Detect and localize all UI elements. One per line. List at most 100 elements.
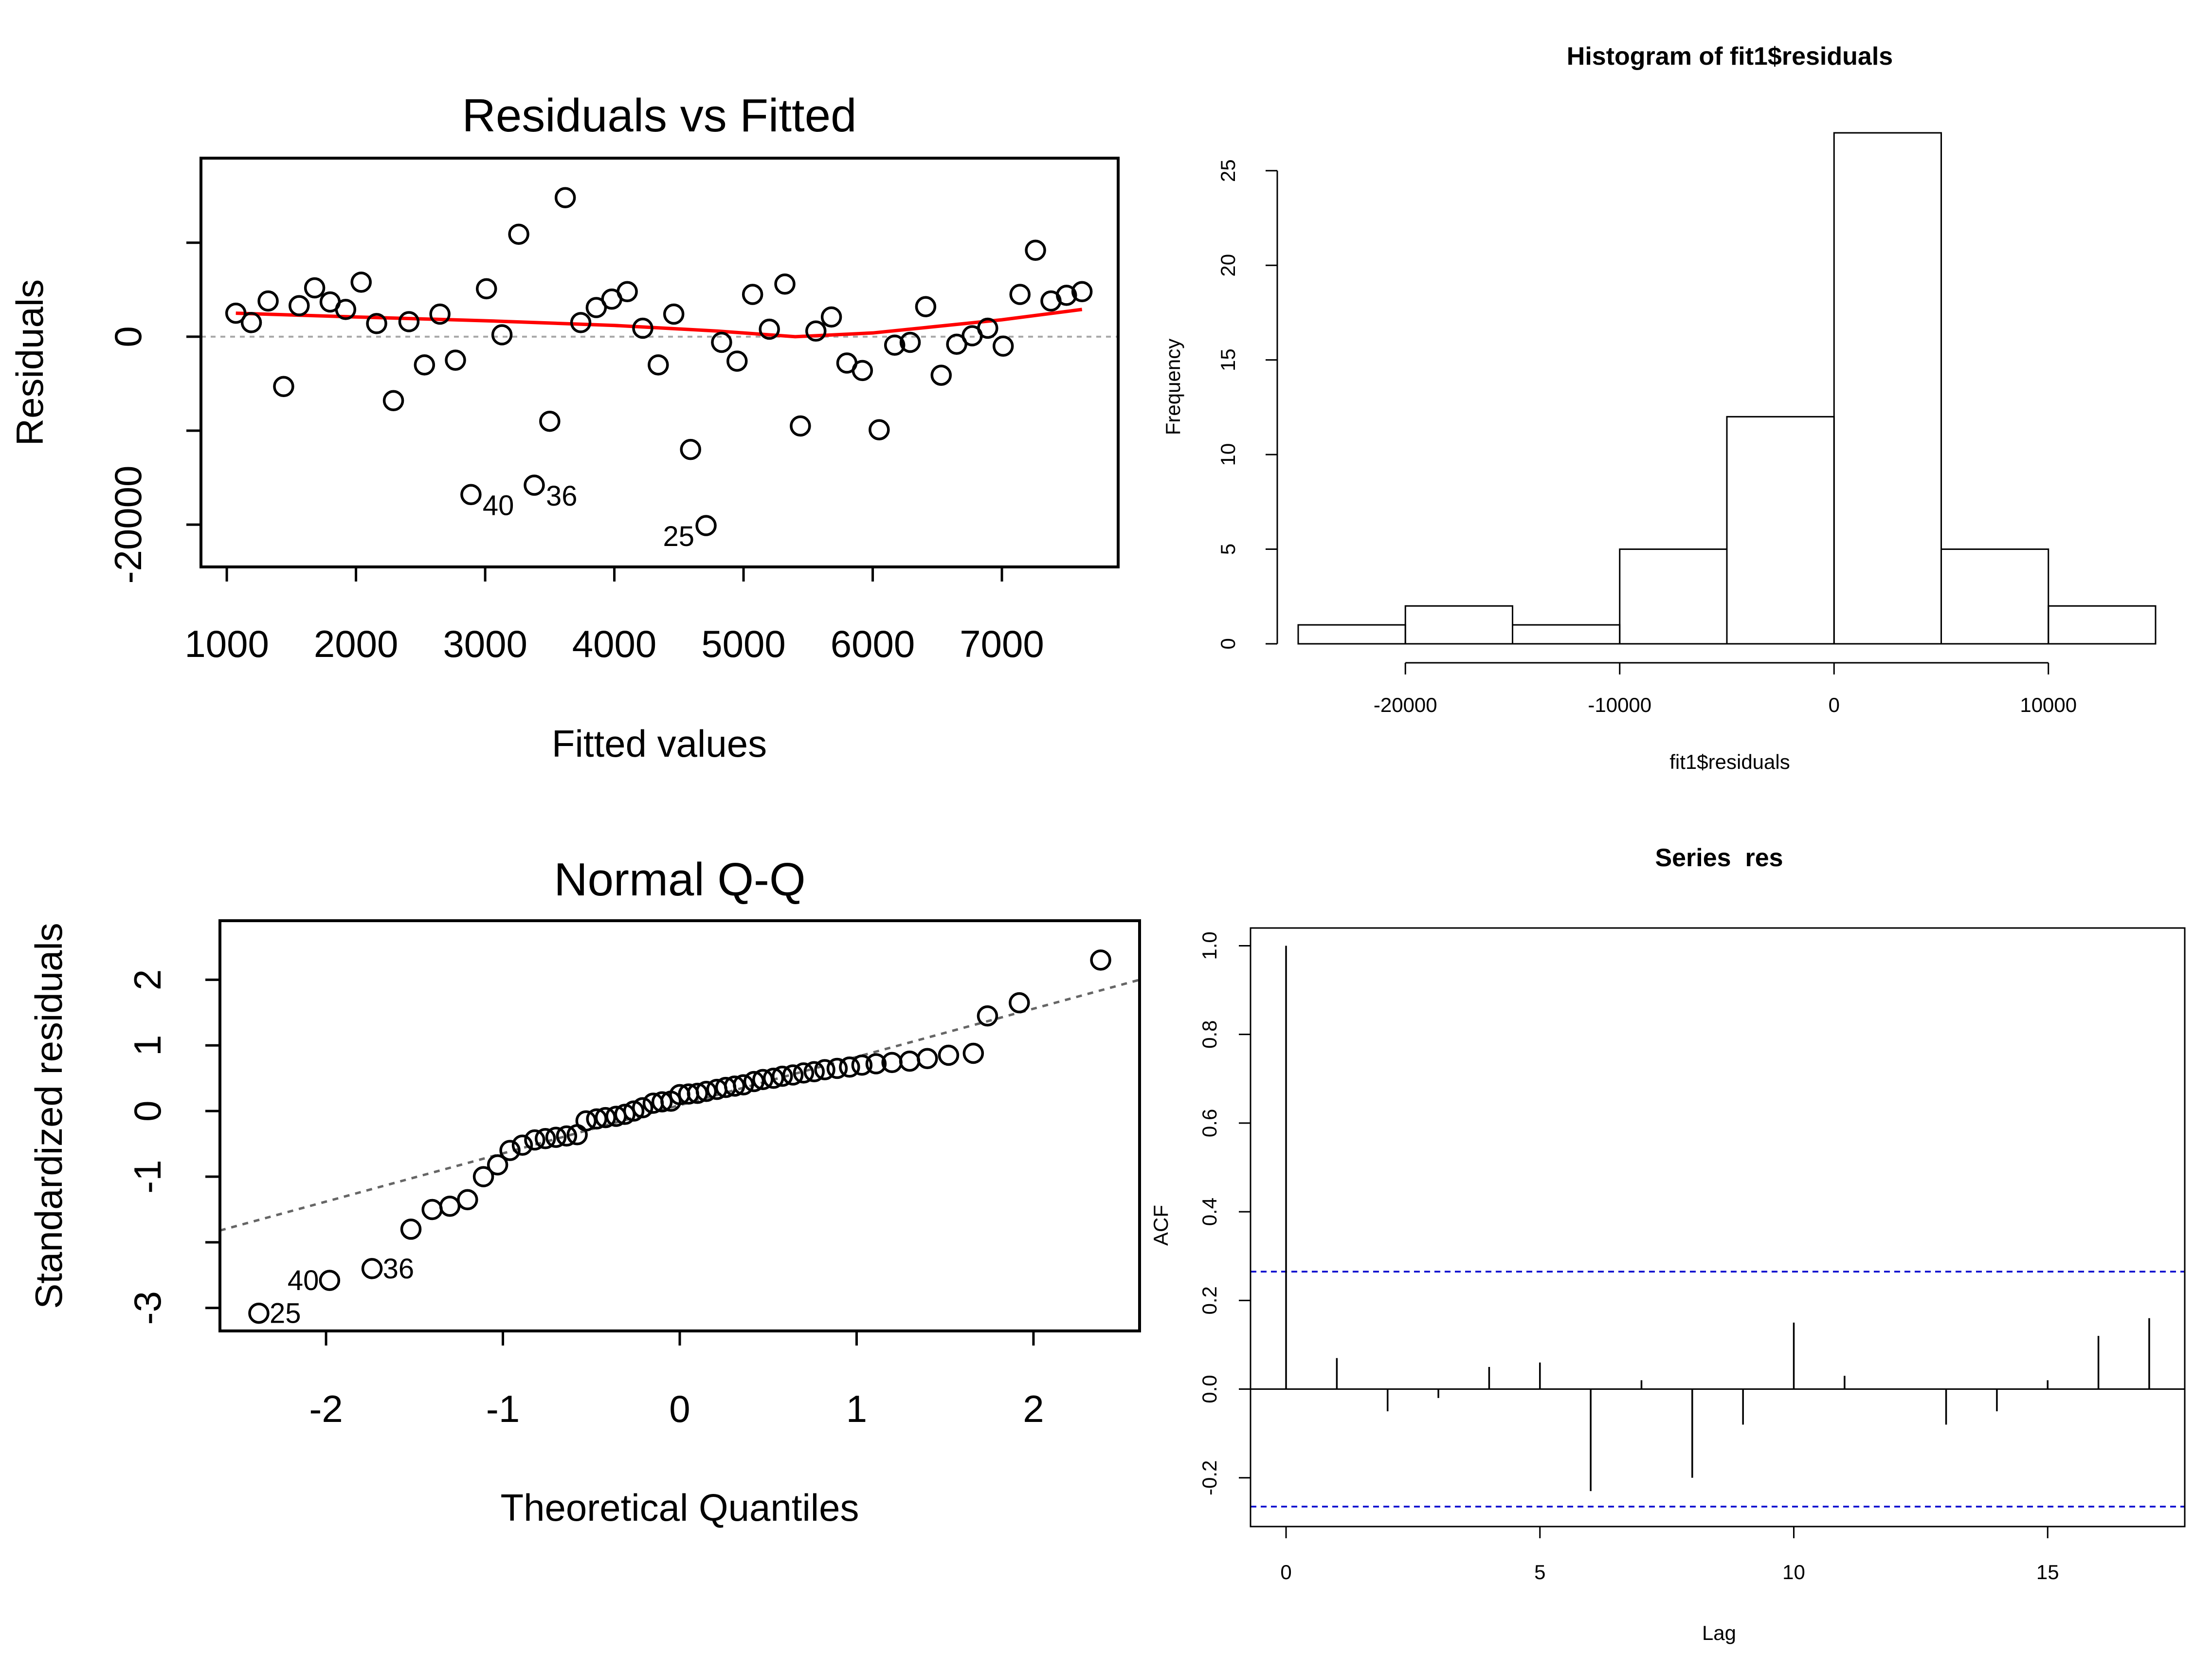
residual-point xyxy=(774,273,796,295)
y-tick-label: 0.6 xyxy=(1198,1109,1221,1137)
residual-point xyxy=(992,335,1014,357)
histogram-bar xyxy=(2048,605,2157,645)
normal-qq-xlabel: Theoretical Quantiles xyxy=(500,1486,859,1529)
x-tick-label: 2000 xyxy=(314,622,399,665)
x-tick-label: 3000 xyxy=(443,622,527,665)
qq-point xyxy=(962,1042,984,1064)
y-tick-label: 25 xyxy=(1216,159,1239,182)
residuals-vs-fitted-plot-frame xyxy=(199,157,1120,568)
residual-point xyxy=(711,331,732,353)
normal-qq-title: Normal Q-Q xyxy=(554,854,805,906)
histogram-x-axis: -20000 -10000 0 10000 xyxy=(1374,662,2077,716)
normal-qq-x-axis: -2 -1 0 1 2 xyxy=(309,1329,1044,1430)
normal-qq-plot-frame xyxy=(218,919,1141,1332)
qq-point xyxy=(977,1005,998,1027)
normal-qq-ylabel: Standardized residuals xyxy=(27,923,70,1309)
x-tick-label: 0 xyxy=(1280,1561,1291,1583)
qq-point xyxy=(1090,949,1111,971)
x-tick-label: 0 xyxy=(669,1387,690,1430)
qq-point xyxy=(1009,992,1030,1014)
histogram-bar xyxy=(1833,132,1942,645)
qq-point xyxy=(851,1054,873,1076)
x-tick-label: 6000 xyxy=(831,622,915,665)
qq-point xyxy=(511,1134,533,1156)
residual-point xyxy=(1056,285,1077,306)
qq-point xyxy=(524,1129,545,1151)
qq-point xyxy=(632,1097,653,1119)
residuals-outlier-labels: 40 36 25 xyxy=(483,480,694,552)
residual-point xyxy=(539,410,561,432)
residual-point xyxy=(304,277,326,299)
residual-point xyxy=(570,312,592,333)
qq-point xyxy=(535,1128,556,1149)
x-tick-label: 10 xyxy=(1782,1561,1805,1583)
qq-point xyxy=(733,1074,754,1095)
residual-point xyxy=(257,290,279,312)
residual-point xyxy=(382,390,404,411)
qq-point xyxy=(319,1270,341,1291)
outlier-label: 40 xyxy=(483,490,514,521)
residual-point xyxy=(445,349,466,371)
residual-point xyxy=(977,317,998,339)
residual-point xyxy=(759,318,780,340)
qq-point xyxy=(651,1091,673,1113)
y-tick-label: 0 xyxy=(126,1100,169,1121)
histogram-title: Histogram of fit1$residuals xyxy=(1567,42,1893,71)
qq-point xyxy=(248,1302,270,1324)
acf-panel: Series res Lag ACF 0 5 10 15 -0.2 0.0 0.2 0.4 0… xyxy=(1149,844,2186,1644)
residual-point xyxy=(240,312,262,333)
residual-point xyxy=(742,284,763,305)
residuals-vs-fitted-xlabel: Fitted values xyxy=(552,722,767,765)
y-tick-label: 0 xyxy=(1216,638,1239,649)
qq-point xyxy=(614,1104,636,1125)
x-tick-label: 2 xyxy=(1023,1387,1044,1430)
acf-plot-frame xyxy=(1250,927,2186,1528)
residual-point xyxy=(915,296,937,317)
qq-point xyxy=(743,1071,765,1092)
qq-point xyxy=(793,1062,815,1084)
y-tick-label: 0.2 xyxy=(1198,1286,1221,1314)
y-tick-label: 0 xyxy=(107,326,149,347)
x-tick-label: 5000 xyxy=(701,622,786,665)
y-tick-label: -1 xyxy=(126,1160,169,1193)
residual-point xyxy=(289,295,310,316)
y-tick-label: 10 xyxy=(1216,443,1239,466)
x-tick-label: 4000 xyxy=(572,622,657,665)
residual-point xyxy=(852,360,873,382)
qq-point xyxy=(487,1154,508,1176)
qq-point xyxy=(457,1189,478,1210)
outlier-label: 40 xyxy=(288,1265,319,1296)
qq-point xyxy=(623,1100,645,1122)
qq-point xyxy=(499,1140,521,1161)
residual-point xyxy=(663,303,685,325)
residual-point xyxy=(225,302,247,324)
qq-point xyxy=(772,1065,793,1087)
outlier-label: 36 xyxy=(383,1253,415,1285)
residual-point xyxy=(632,317,653,339)
residual-point xyxy=(491,324,513,346)
x-tick-label: 1 xyxy=(846,1387,867,1430)
acf-title: Series res xyxy=(1655,844,1783,872)
y-tick-label: 20 xyxy=(1216,254,1239,277)
qq-point xyxy=(545,1127,567,1148)
residual-point xyxy=(616,281,638,302)
x-tick-label: 15 xyxy=(2036,1561,2059,1583)
qq-point xyxy=(762,1067,784,1089)
qq-point xyxy=(814,1059,835,1080)
residual-point xyxy=(869,419,890,440)
x-tick-label: -1 xyxy=(486,1387,520,1430)
qq-point xyxy=(472,1166,494,1187)
acf-ylabel: ACF xyxy=(1149,1205,1172,1246)
y-tick-label: -20000 xyxy=(107,466,149,584)
y-tick-label: 15 xyxy=(1216,348,1239,371)
residual-point xyxy=(1009,284,1031,305)
y-tick-label: 0.4 xyxy=(1198,1198,1221,1226)
y-tick-label: 2 xyxy=(126,969,169,990)
residuals-points xyxy=(225,187,1093,536)
qq-point xyxy=(839,1056,860,1078)
x-tick-label: -10000 xyxy=(1588,693,1651,716)
qq-point xyxy=(400,1219,422,1240)
qq-point xyxy=(803,1061,825,1082)
residual-point xyxy=(1071,281,1093,302)
